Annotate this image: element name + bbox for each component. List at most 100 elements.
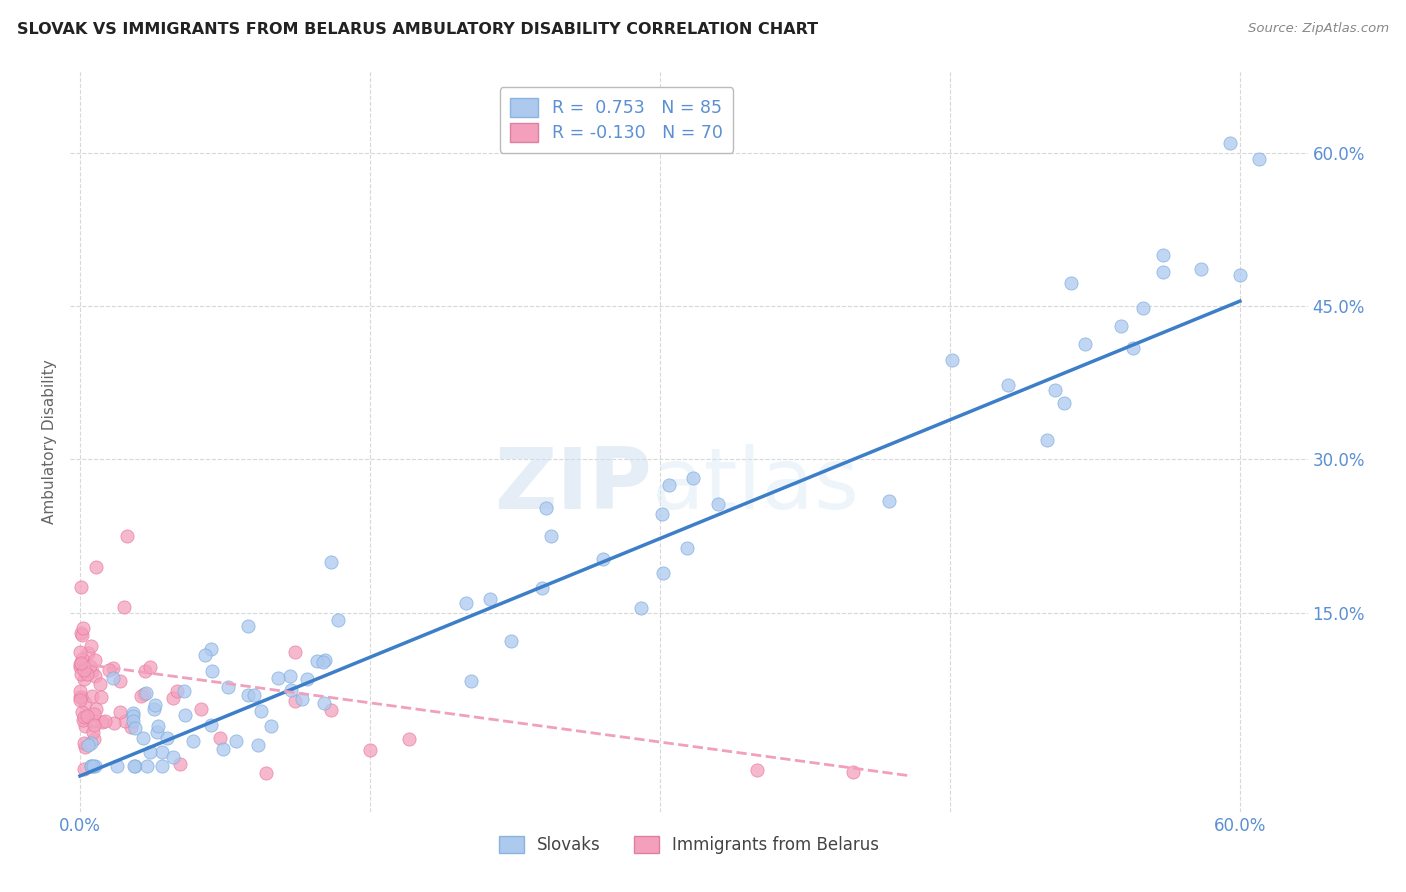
Point <box>1152 265 1174 279</box>
Point <box>97 664 120 678</box>
Point <box>162 749 184 764</box>
Point <box>103 715 125 730</box>
Point <box>1074 336 1097 351</box>
Point <box>73 719 96 733</box>
Point <box>84 559 107 574</box>
Point <box>79 758 101 772</box>
Point <box>217 680 239 694</box>
Point <box>146 718 169 732</box>
Point <box>83 653 105 667</box>
Point <box>280 683 302 698</box>
Y-axis label: Ambulatory Disability: Ambulatory Disability <box>42 359 58 524</box>
Point <box>201 665 224 679</box>
Point <box>460 673 482 688</box>
Point <box>1035 433 1057 447</box>
Point <box>630 600 652 615</box>
Point <box>1219 136 1241 150</box>
Text: SLOVAK VS IMMIGRANTS FROM BELARUS AMBULATORY DISABILITY CORRELATION CHART: SLOVAK VS IMMIGRANTS FROM BELARUS AMBULA… <box>17 22 818 37</box>
Point <box>84 669 107 683</box>
Point <box>307 654 329 668</box>
Point <box>652 566 675 581</box>
Point <box>675 541 697 556</box>
Point <box>1053 396 1076 410</box>
Point <box>110 673 132 688</box>
Point <box>83 706 105 721</box>
Point <box>312 655 335 669</box>
Point <box>124 721 146 735</box>
Point <box>454 596 477 610</box>
Point <box>90 690 112 705</box>
Point <box>89 677 111 691</box>
Point <box>129 689 152 703</box>
Point <box>534 501 557 516</box>
Point <box>75 696 97 710</box>
Point <box>1152 248 1174 262</box>
Point <box>295 672 318 686</box>
Point <box>79 736 101 750</box>
Point <box>243 688 266 702</box>
Point <box>69 645 91 659</box>
Point <box>174 707 197 722</box>
Point <box>359 743 381 757</box>
Point <box>328 613 350 627</box>
Point <box>143 701 166 715</box>
Point <box>278 669 301 683</box>
Point <box>181 734 204 748</box>
Point <box>145 724 167 739</box>
Point <box>266 672 288 686</box>
Legend: Slovaks, Immigrants from Belarus: Slovaks, Immigrants from Belarus <box>491 828 887 863</box>
Point <box>122 708 145 723</box>
Point <box>72 621 94 635</box>
Point <box>120 720 142 734</box>
Point <box>80 690 103 704</box>
Point <box>73 710 96 724</box>
Point <box>200 641 222 656</box>
Point <box>70 690 93 704</box>
Point <box>312 696 335 710</box>
Point <box>124 758 146 772</box>
Point <box>73 736 96 750</box>
Point <box>284 694 307 708</box>
Point <box>150 758 173 772</box>
Point <box>114 714 136 728</box>
Point <box>70 652 93 666</box>
Point <box>651 507 673 521</box>
Point <box>1043 383 1066 397</box>
Point <box>592 551 614 566</box>
Point <box>82 725 104 739</box>
Point <box>997 377 1019 392</box>
Point <box>69 693 91 707</box>
Point <box>1229 268 1251 282</box>
Point <box>101 671 124 685</box>
Point <box>135 758 157 772</box>
Point <box>76 709 98 723</box>
Point <box>531 581 554 595</box>
Point <box>321 703 343 717</box>
Point <box>250 704 273 718</box>
Point <box>1122 342 1144 356</box>
Point <box>479 591 502 606</box>
Point <box>72 663 94 677</box>
Point <box>69 683 91 698</box>
Point <box>77 647 100 661</box>
Point <box>69 690 91 704</box>
Point <box>73 763 96 777</box>
Point <box>745 764 768 778</box>
Point <box>236 689 259 703</box>
Point <box>132 688 155 702</box>
Point <box>76 667 98 681</box>
Point <box>1249 153 1271 167</box>
Point <box>200 718 222 732</box>
Point <box>105 758 128 772</box>
Point <box>83 731 105 746</box>
Point <box>79 658 101 673</box>
Point <box>108 705 131 719</box>
Point <box>212 742 235 756</box>
Point <box>82 758 104 772</box>
Point <box>166 684 188 698</box>
Point <box>319 555 342 569</box>
Point <box>941 353 963 368</box>
Point <box>169 756 191 771</box>
Point <box>1109 319 1132 334</box>
Point <box>1060 276 1083 290</box>
